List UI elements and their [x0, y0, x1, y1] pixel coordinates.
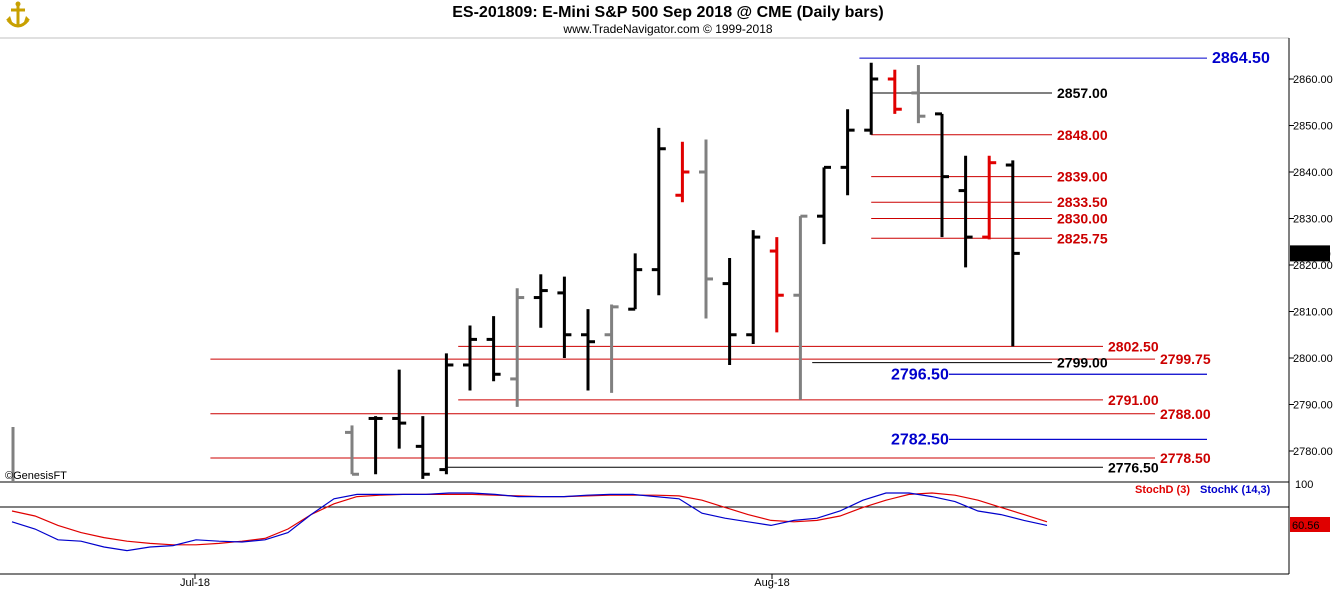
- level-label: 2782.50: [891, 431, 949, 448]
- price-tick-label: 2840.00: [1293, 167, 1333, 179]
- level-label: 2802.50: [1108, 338, 1159, 354]
- stochastic-panel: 100 StochD (3) StochK (14,3) 60.56: [0, 479, 1330, 552]
- price-levels: 2864.50 2857.00 2848.00 2839.00 2833.502830.…: [210, 50, 1270, 475]
- watermark-text: ©GenesisFT: [5, 470, 67, 482]
- anchor-logo-icon: [6, 1, 30, 28]
- stoch-value-label: 60.56: [1292, 520, 1320, 532]
- level-label: 2799.00: [1057, 355, 1108, 371]
- chart-title: ES-201809: E-Mini S&P 500 Sep 2018 @ CME…: [452, 4, 883, 21]
- price-axis-ticks: 2780.00 2790.00 2800.00 2810.00 2820.00 2830.…: [1289, 74, 1333, 458]
- level-label: 2776.50: [1108, 459, 1159, 475]
- stoch-series-line: [11, 492, 1048, 552]
- time-tick-label: Jul-18: [180, 577, 210, 589]
- level-label: 2791.00: [1108, 392, 1159, 408]
- level-label: 2796.50: [891, 366, 949, 383]
- level-label: 2839.00: [1057, 169, 1108, 185]
- copyright-text: www.TradeNavigator.com © 1999-2018: [562, 22, 772, 36]
- level-label: 2833.50: [1057, 194, 1108, 210]
- level-label: 2788.00: [1160, 406, 1211, 422]
- price-tick-label: 2860.00: [1293, 74, 1333, 86]
- level-label: 2848.00: [1057, 127, 1108, 143]
- level-label: 2857.00: [1057, 85, 1108, 101]
- time-tick-label: Aug-18: [754, 577, 789, 589]
- level-label: 2778.50: [1160, 450, 1211, 466]
- last-price-label: 2822.50: [1291, 248, 1331, 260]
- price-tick-label: 2790.00: [1293, 400, 1333, 412]
- last-price-marker: 2822.50: [1290, 245, 1331, 262]
- stoch-series-line: [11, 492, 1048, 546]
- last-price-box: [1290, 245, 1330, 262]
- stoch-value-box: [1290, 517, 1330, 532]
- price-tick-label: 2800.00: [1293, 353, 1333, 365]
- level-label: 2825.75: [1057, 230, 1108, 246]
- stoch-tick-label: 100: [1295, 479, 1313, 491]
- stoch-legend-d: StochD (3): [1135, 484, 1190, 496]
- ohlc-bars: [11, 62, 1020, 481]
- level-label: 2830.00: [1057, 211, 1108, 227]
- price-tick-label: 2830.00: [1293, 214, 1333, 226]
- time-axis-labels: Jul-18 Aug-18: [180, 574, 790, 589]
- level-label: 2799.75: [1160, 351, 1211, 367]
- level-label: 2864.50: [1212, 50, 1270, 67]
- price-tick-label: 2810.00: [1293, 307, 1333, 319]
- price-tick-label: 2780.00: [1293, 446, 1333, 458]
- price-tick-label: 2850.00: [1293, 121, 1333, 133]
- price-tick-label: 2820.00: [1293, 260, 1333, 272]
- stoch-legend-k: StochK (14,3): [1200, 484, 1271, 496]
